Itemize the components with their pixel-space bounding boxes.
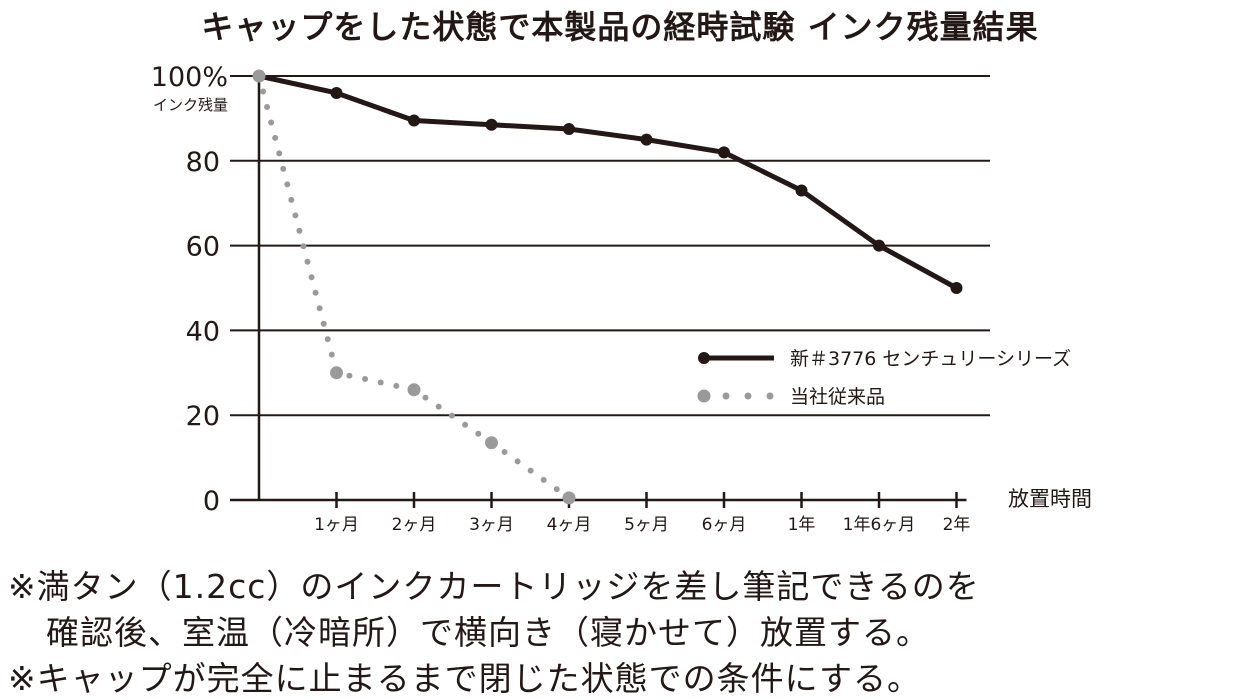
- legend-label-1: 当社従来品: [790, 386, 885, 408]
- x-tick-label-6: 6ヶ月: [702, 515, 747, 535]
- x-tick-label-4: 4ヶ月: [547, 515, 592, 535]
- y-tick-label-80: 80: [186, 147, 220, 178]
- legend-swatch-dot-0: [698, 352, 710, 364]
- series-0-point-1: [330, 86, 343, 99]
- x-axis-title: 放置時間: [1008, 487, 1092, 511]
- x-tick-label-2: 2ヶ月: [392, 515, 437, 535]
- x-tick-label-3: 3ヶ月: [469, 515, 514, 535]
- y-axis-title: インク残量: [153, 96, 228, 114]
- series-0-point-2: [408, 114, 420, 127]
- x-tick-label-8: 1年6ヶ月: [843, 515, 916, 535]
- series-1-point-1: [330, 366, 343, 380]
- axes: [230, 72, 967, 508]
- x-tick-label-1: 1ヶ月: [314, 515, 359, 535]
- x-tick-label-5: 5ヶ月: [624, 515, 669, 535]
- y-tick-label-20: 20: [186, 401, 220, 432]
- series: [252, 69, 963, 505]
- series-1-point-2: [407, 383, 421, 397]
- series-line-1: [256, 73, 572, 501]
- legend-swatch-dot-1-2: [766, 392, 774, 400]
- series-0-point-9: [950, 282, 963, 294]
- y-axis-top-label: 100%: [151, 62, 228, 93]
- x-tick-labels: 1ヶ月 2ヶ月 3ヶ月 4ヶ月 5ヶ月 6ヶ月 1年 1年6ヶ月 2年: [314, 515, 970, 535]
- series-1-point-3: [485, 436, 498, 450]
- series-0-point-7: [795, 184, 808, 197]
- series-0-point-8: [873, 239, 885, 252]
- note-line-2: 確認後、室温（冷暗所）で横向き（寝かせて）放置する。: [46, 613, 930, 652]
- series-0-point-6: [718, 146, 730, 159]
- chart-title: キャップをした状態で本製品の経時試験 インク残量結果: [201, 8, 1039, 46]
- series-0-point-3: [485, 118, 498, 131]
- grid-lines: [230, 75, 990, 417]
- x-tick-label-7: 1年: [788, 515, 816, 535]
- series-line-0: [258, 73, 958, 291]
- y-tick-label-60: 60: [186, 232, 220, 263]
- y-tick-label-40: 40: [186, 316, 220, 347]
- legend-label-0: 新＃3776 センチュリーシリーズ: [790, 348, 1071, 370]
- legend-swatch-dot-1-1: [744, 392, 752, 400]
- legend-swatch-dot-1: [697, 389, 711, 403]
- note-line-3: ※キャップが完全に止まるまで閉じた状態での条件にする。: [8, 659, 921, 698]
- series-0-point-5: [640, 133, 653, 146]
- legend-swatch-dot-1-0: [722, 392, 730, 400]
- y-tick-label-0: 0: [203, 486, 220, 517]
- y-tick-labels: 0 20 40 60 80: [186, 147, 220, 517]
- series-1-point-4: [562, 491, 576, 505]
- note-line-1: ※満タン（1.2cc）のインクカートリッジを差し筆記できるのを: [8, 567, 980, 606]
- x-tick-label-9: 2年: [943, 515, 971, 535]
- line-chart: 0 20 40 60 80 1ヶ月 2ヶ月 3ヶ月 4ヶ月 5ヶ月 6ヶ月 1年 1年6ヶ月 2年 新＃…: [151, 62, 1092, 535]
- series-1-point-0: [252, 69, 266, 83]
- series-0-point-4: [563, 123, 575, 135]
